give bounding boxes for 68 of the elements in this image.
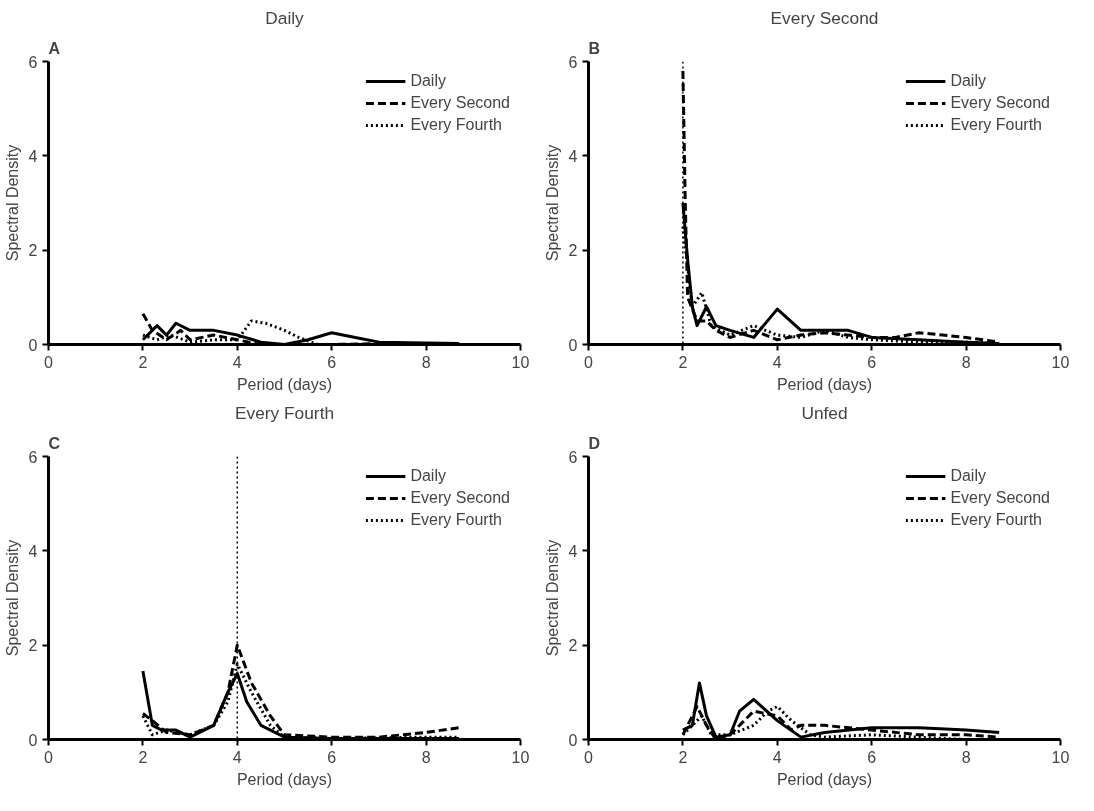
legend-label: Every Second — [950, 94, 1050, 112]
x-tick-label: 4 — [232, 748, 242, 766]
x-tick-label: 6 — [867, 353, 877, 371]
x-tick-label: 4 — [772, 353, 782, 371]
x-tick-label: 10 — [511, 748, 530, 766]
legend-label: Every Fourth — [950, 511, 1042, 529]
legend-label: Daily — [950, 467, 986, 485]
y-tick-label: 0 — [568, 731, 578, 749]
x-tick-label: 8 — [961, 353, 971, 371]
legend-label: Daily — [410, 72, 446, 90]
x-axis-title: Period (days) — [776, 375, 873, 393]
y-tick-label: 0 — [568, 336, 578, 354]
x-tick-label: 4 — [772, 748, 782, 766]
legend-label: Every Fourth — [410, 116, 502, 134]
y-tick-label: 4 — [28, 147, 38, 165]
y-axis-title: Spectral Density — [543, 539, 561, 657]
chart-title: Every Fourth — [234, 402, 335, 423]
text: A — [48, 39, 61, 57]
x-tick-label: 10 — [1051, 748, 1070, 766]
chart-title: Every Second — [770, 7, 879, 28]
y-axis-title: Spectral Density — [543, 144, 561, 262]
y-tick-label: 4 — [568, 147, 578, 165]
x-tick-label: 10 — [511, 353, 530, 371]
text: B — [588, 39, 601, 57]
y-tick-label: 0 — [28, 336, 38, 354]
x-tick-label: 0 — [44, 748, 54, 766]
y-tick-label: 2 — [568, 242, 578, 260]
y-tick-label: 4 — [28, 542, 38, 560]
y-tick-label: 0 — [28, 731, 38, 749]
legend-label: Daily — [410, 467, 446, 485]
text: C — [48, 434, 61, 452]
x-tick-label: 6 — [327, 353, 337, 371]
x-axis-title: Period (days) — [776, 770, 873, 788]
legend-label: Every Second — [410, 94, 510, 112]
chart-title: Unfed — [801, 402, 848, 423]
chart-title: Daily — [265, 7, 305, 28]
x-tick-label: 6 — [867, 748, 877, 766]
y-axis-title: Spectral Density — [3, 144, 21, 262]
legend-label: Every Fourth — [410, 511, 502, 529]
x-tick-label: 8 — [961, 748, 971, 766]
y-tick-label: 2 — [28, 242, 38, 260]
legend-label: Daily — [950, 72, 986, 90]
x-tick-label: 0 — [584, 353, 594, 371]
y-tick-label: 6 — [28, 53, 38, 71]
y-tick-label: 2 — [568, 637, 578, 655]
y-tick-label: 6 — [28, 448, 38, 466]
y-tick-label: 2 — [28, 637, 38, 655]
text: D — [588, 434, 601, 452]
x-tick-label: 8 — [421, 353, 431, 371]
x-tick-label: 6 — [327, 748, 337, 766]
x-tick-label: 2 — [678, 748, 688, 766]
x-tick-label: 0 — [44, 353, 54, 371]
x-tick-label: 10 — [1051, 353, 1070, 371]
x-tick-label: 8 — [421, 748, 431, 766]
y-tick-label: 6 — [568, 53, 578, 71]
x-tick-label: 2 — [138, 353, 148, 371]
legend-label: Every Fourth — [950, 116, 1042, 134]
legend-label: Every Second — [410, 489, 510, 507]
x-tick-label: 2 — [138, 748, 148, 766]
x-axis-title: Period (days) — [236, 375, 333, 393]
y-tick-label: 4 — [568, 542, 578, 560]
x-tick-label: 4 — [232, 353, 242, 371]
x-tick-label: 0 — [584, 748, 594, 766]
y-axis-title: Spectral Density — [3, 539, 21, 657]
x-axis-title: Period (days) — [236, 770, 333, 788]
legend-label: Every Second — [950, 489, 1050, 507]
y-tick-label: 6 — [568, 448, 578, 466]
x-tick-label: 2 — [678, 353, 688, 371]
